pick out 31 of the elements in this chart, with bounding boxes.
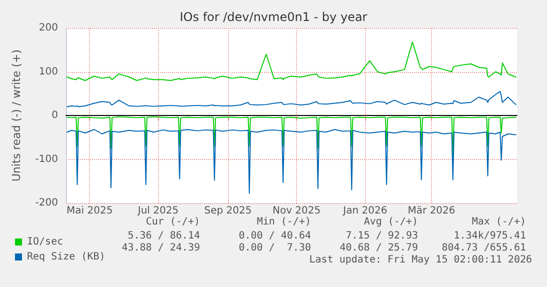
text: 40.68 / 25.79 bbox=[340, 242, 418, 254]
y-tick-label: 200 bbox=[38, 22, 58, 34]
text: Last update: Fri May 15 02:00:11 2026 bbox=[309, 254, 532, 266]
line-series bbox=[66, 42, 516, 81]
line-series bbox=[66, 129, 516, 194]
text: 0.00 / 40.64 bbox=[238, 230, 311, 242]
x-tick-label: Mär 2026 bbox=[408, 206, 456, 216]
y-tick-label: 0 bbox=[52, 110, 58, 121]
text: 5.36 / 86.14 bbox=[128, 230, 200, 242]
x-tick-label: Jan 2026 bbox=[342, 206, 388, 216]
text: 43.88 / 24.39 bbox=[122, 242, 200, 254]
text: 1.34k/975.41 bbox=[454, 230, 526, 242]
text: 0.00 / 7.30 bbox=[238, 242, 311, 254]
text: Min (-/+) bbox=[256, 216, 311, 228]
text: Avg (-/+) bbox=[364, 216, 418, 228]
text: 804.73 /655.61 bbox=[442, 242, 526, 254]
y-axis-title: Units read (-) / write (+) bbox=[10, 49, 23, 182]
x-tick-label: Jul 2025 bbox=[136, 206, 179, 216]
legend-label: Req Size (KB) bbox=[27, 252, 106, 262]
x-tick-label: Nov 2025 bbox=[272, 206, 321, 216]
x-tick-label: Mai 2025 bbox=[66, 206, 113, 216]
chart-title: IOs for /dev/nvme0n1 - by year bbox=[180, 10, 368, 24]
line-series bbox=[66, 90, 516, 108]
text: Max (-/+) bbox=[472, 216, 526, 228]
text: 7.15 / 92.93 bbox=[346, 230, 418, 242]
x-tick-label: Sep 2025 bbox=[204, 206, 252, 216]
y-tick-label: -100 bbox=[35, 154, 58, 165]
y-tick-label: -200 bbox=[35, 198, 58, 208]
legend-label: IO/sec bbox=[27, 236, 64, 248]
text: Cur (-/+) bbox=[146, 216, 200, 228]
y-tick-label: 100 bbox=[38, 66, 58, 78]
